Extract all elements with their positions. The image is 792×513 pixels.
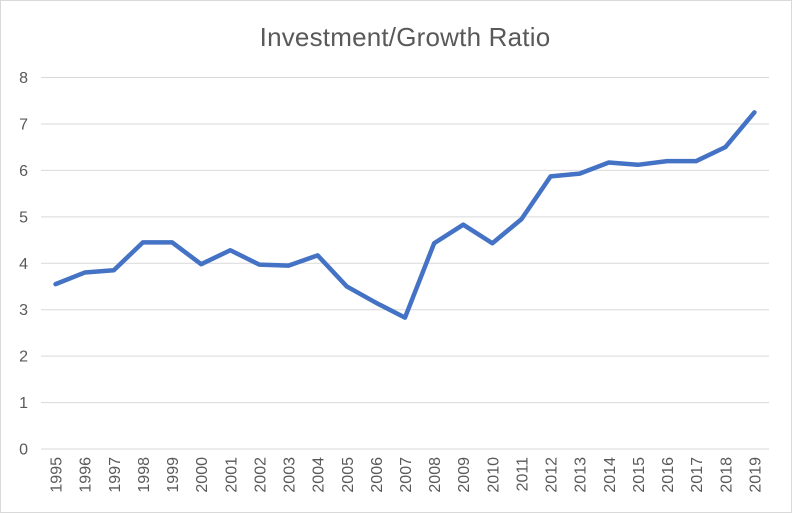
y-axis-tick-label: 0	[19, 442, 28, 459]
x-axis-tick-label: 2009	[456, 457, 473, 493]
x-axis-tick-label: 2012	[544, 457, 561, 493]
x-axis-tick-label: 2005	[340, 457, 357, 493]
y-axis-tick-label: 3	[19, 302, 28, 319]
y-axis-tick-label: 2	[19, 349, 28, 366]
x-axis-tick-label: 2007	[398, 457, 415, 493]
x-axis-tick-label: 1998	[136, 457, 153, 493]
x-axis-tick-label: 1995	[49, 457, 66, 493]
data-series-line	[53, 110, 757, 320]
x-axis-tick-label: 2011	[514, 457, 531, 492]
y-axis-tick-label: 8	[19, 70, 28, 87]
x-axis-tick-label: 2019	[747, 457, 764, 493]
x-axis-tick-label: 1996	[78, 457, 95, 493]
x-axis-tick-label: 2013	[573, 457, 590, 493]
x-axis-tick-label: 1999	[165, 457, 182, 493]
x-axis-tick-label: 2017	[689, 457, 706, 493]
y-axis-tick-label: 1	[19, 395, 28, 412]
x-axis-tick-label: 2008	[427, 457, 444, 493]
x-axis-tick-label: 2010	[485, 457, 502, 493]
x-axis-tick-label: 2001	[223, 457, 240, 493]
x-axis-tick-label: 2000	[194, 457, 211, 493]
x-axis-tick-label: 2002	[252, 457, 269, 493]
y-axis-tick-label: 4	[19, 256, 28, 273]
x-axis-tick-label: 2003	[282, 457, 299, 493]
x-axis-tick-label: 2006	[369, 457, 386, 493]
y-axis-tick-label: 5	[19, 209, 28, 226]
x-axis-tick-label: 2018	[718, 457, 735, 493]
plot-area: 0 1 2 3 4 5 6 7 8 1995 1996 1997 1998 1999 2000 2001 200…	[19, 70, 769, 493]
y-axis-tick-label: 6	[19, 163, 28, 180]
x-axis-tick-label: 2014	[602, 457, 619, 493]
chart-title: Investment/Growth Ratio	[260, 22, 551, 52]
x-axis-tick-label: 2004	[311, 457, 328, 493]
y-axis-tick-label: 7	[19, 116, 28, 133]
x-axis-tick-label: 2015	[631, 457, 648, 493]
x-axis-tick-label: 2016	[660, 457, 677, 493]
x-axis-tick-label: 1997	[107, 457, 124, 493]
